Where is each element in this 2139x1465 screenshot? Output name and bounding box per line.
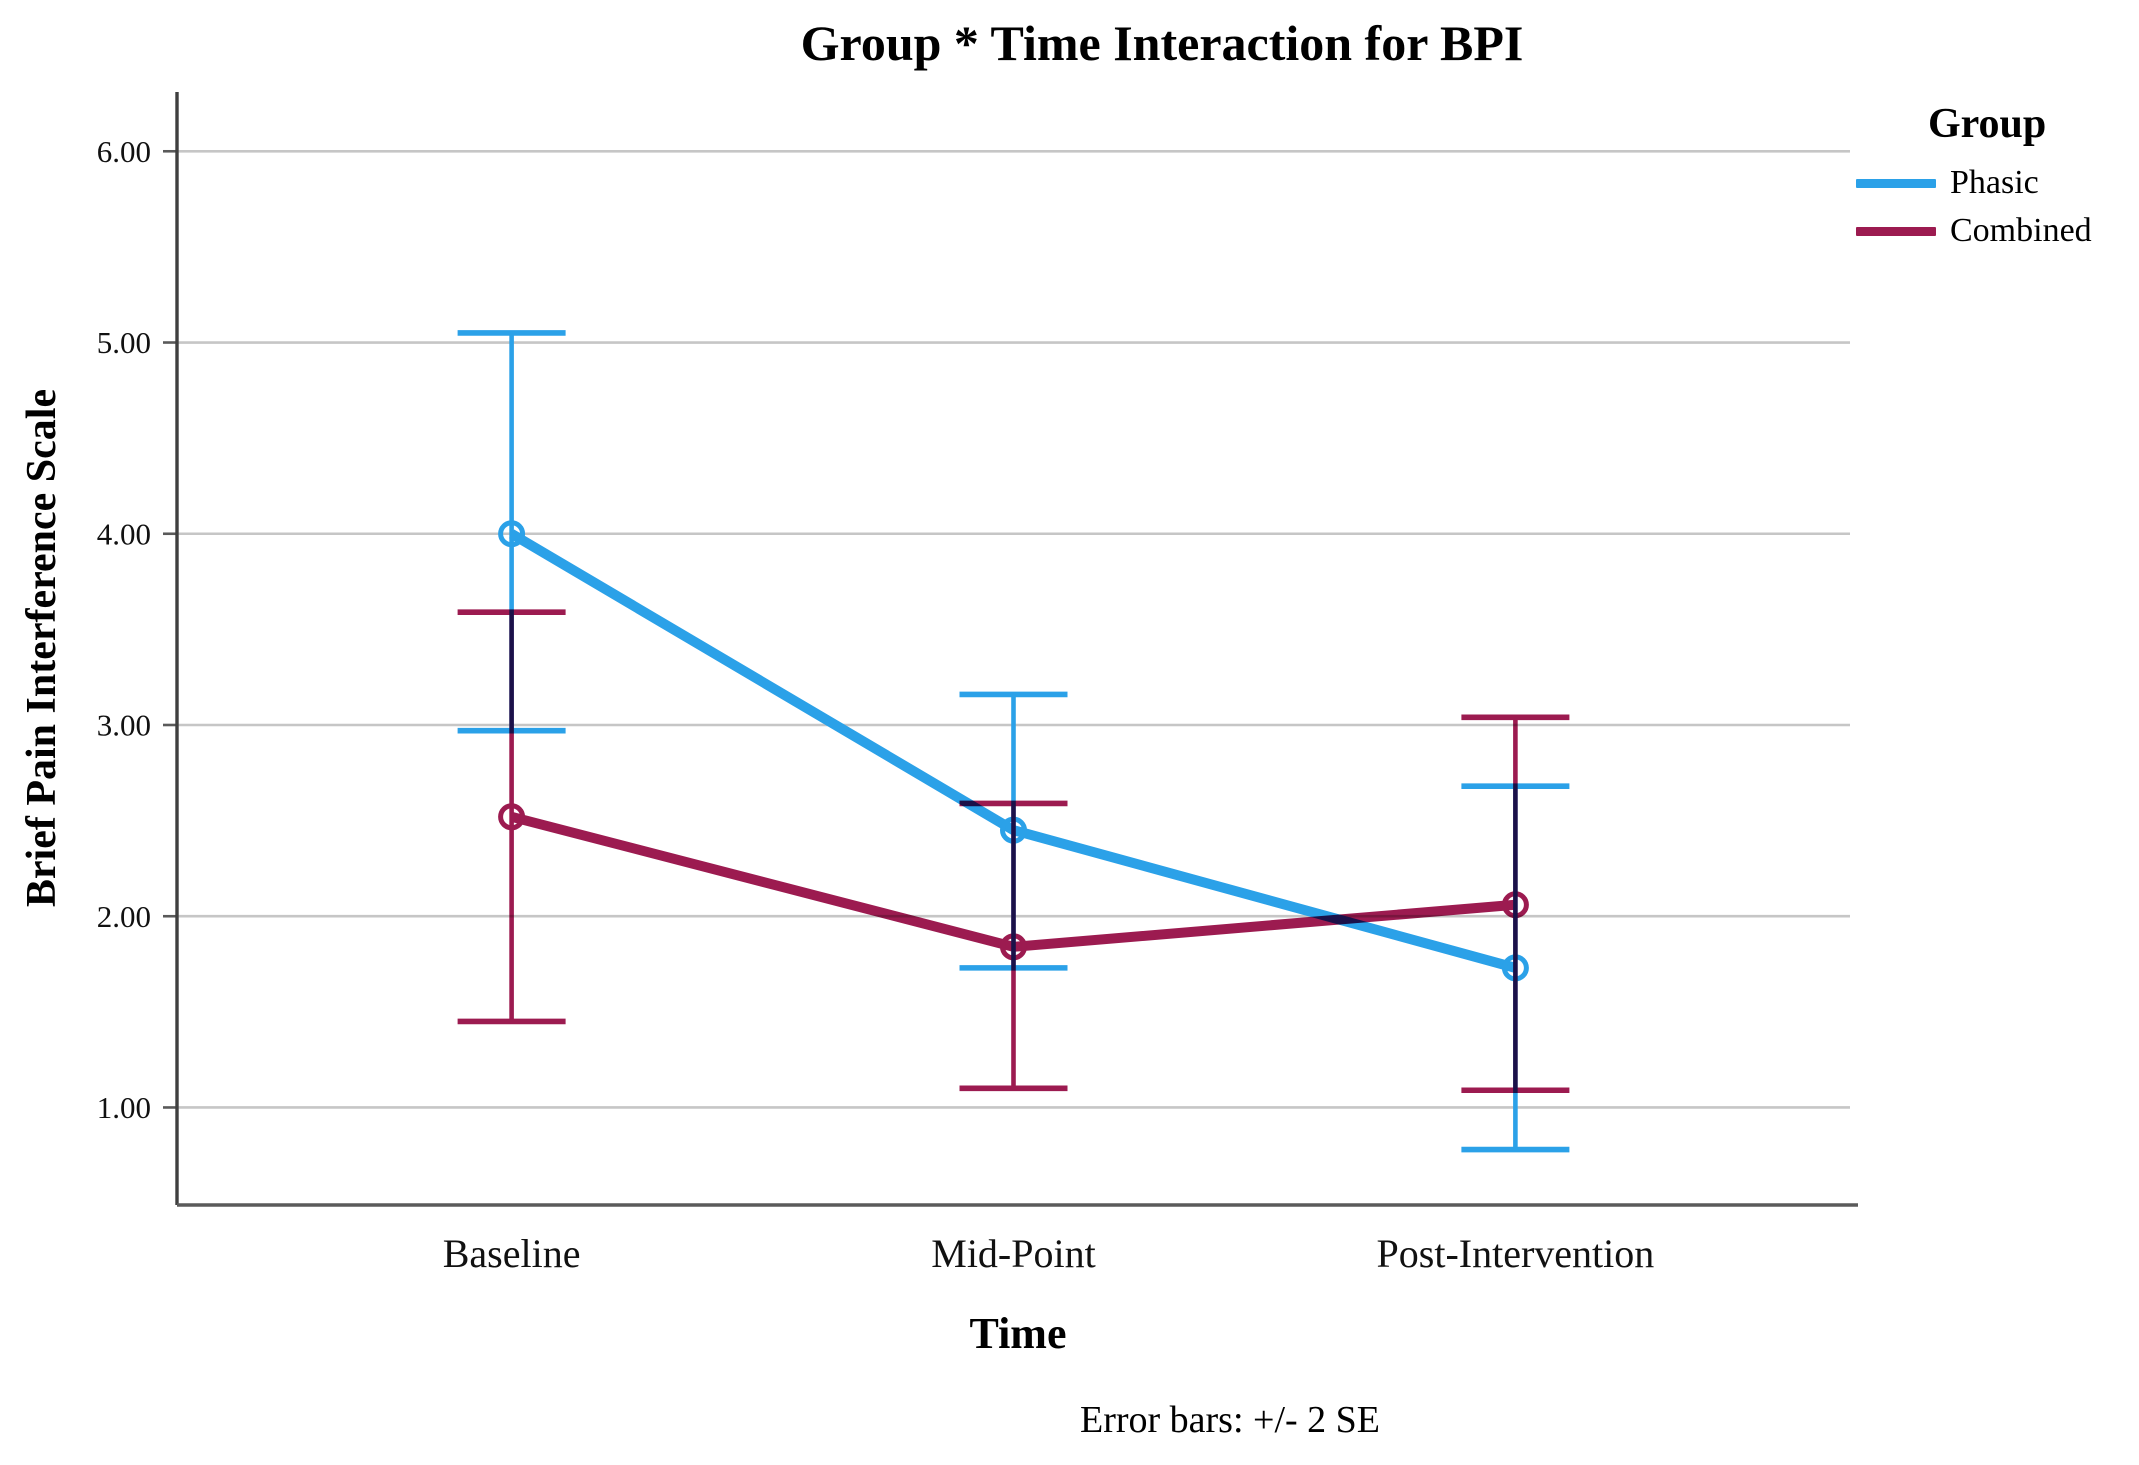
y-tick-label: 6.00: [97, 134, 151, 169]
x-category-label: Post-Intervention: [1377, 1231, 1655, 1276]
data-point-marker: [498, 520, 526, 548]
chart-title: Group * Time Interaction for BPI: [800, 15, 1524, 71]
y-tick-label: 3.00: [97, 708, 151, 743]
x-axis-title: Time: [969, 1309, 1067, 1358]
legend-item-phasic: Phasic: [1856, 166, 2136, 200]
legend: Group Phasic Combined: [1856, 100, 2136, 262]
data-point-marker: [1000, 816, 1027, 844]
series-combined: [457, 609, 1570, 1094]
legend-label: Combined: [1950, 212, 2092, 249]
legend-swatch-line: [1856, 178, 1936, 188]
x-category-label: Baseline: [443, 1231, 581, 1276]
legend-item-combined: Combined: [1856, 214, 2136, 248]
data-point-marker: [1000, 933, 1027, 961]
data-point-marker: [1501, 891, 1529, 919]
legend-swatch-line: [1856, 226, 1936, 236]
y-tick-label: 4.00: [97, 516, 151, 551]
y-axis-title: Brief Pain Interference Scale: [19, 388, 65, 908]
series-phasic: [457, 330, 1570, 1153]
y-tick-label: 2.00: [97, 899, 151, 934]
series-line: [510, 811, 1516, 952]
legend-label: Phasic: [1950, 164, 2039, 201]
data-point-marker: [1501, 954, 1529, 982]
y-tick-label: 5.00: [97, 325, 151, 360]
x-category-label: Mid-Point: [931, 1231, 1095, 1276]
error-bars-footnote: Error bars: +/- 2 SE: [1079, 1399, 1381, 1441]
legend-title: Group: [1928, 101, 2047, 147]
data-point-marker: [498, 803, 526, 831]
series-line: [509, 529, 1517, 973]
y-tick-label: 1.00: [97, 1090, 151, 1125]
